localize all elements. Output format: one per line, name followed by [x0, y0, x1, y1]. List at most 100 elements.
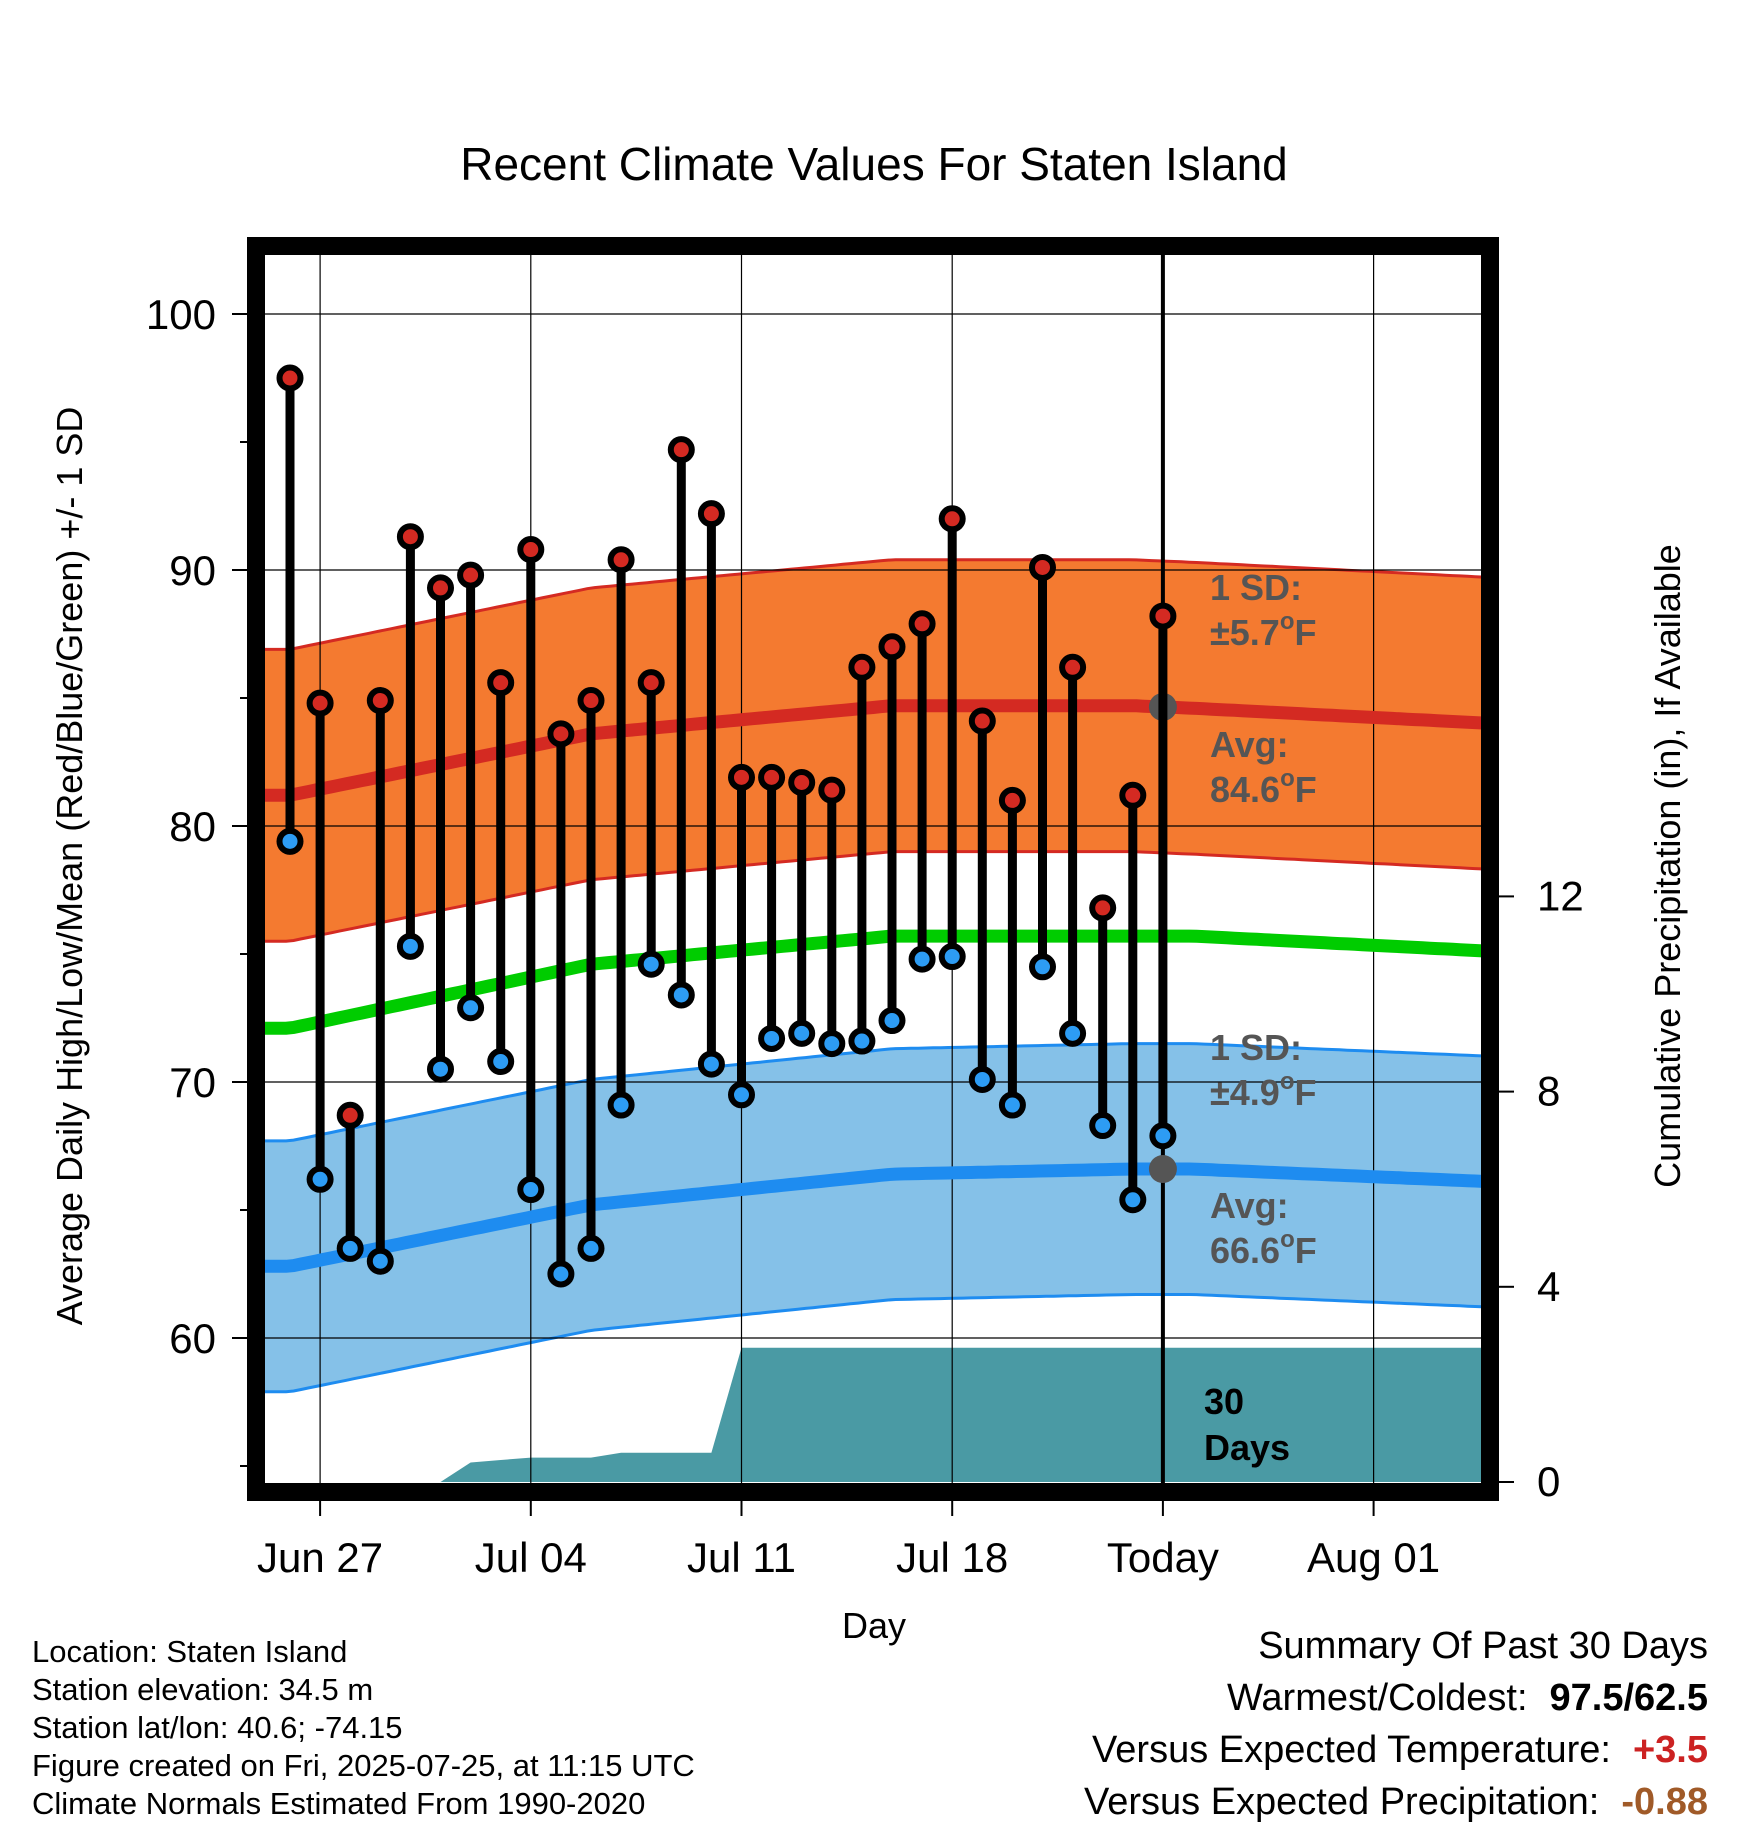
- summary-panel: Summary Of Past 30 Days Warmest/Coldest:…: [1084, 1620, 1708, 1828]
- y2-axis-label: Cumulative Precipitation (in), If Availa…: [1647, 544, 1688, 1188]
- low-point: [577, 1234, 605, 1262]
- high-point: [728, 763, 755, 791]
- info-latlon: Station lat/lon: 40.6; -74.15: [32, 1710, 403, 1745]
- y-tick-label: 80: [169, 803, 216, 850]
- warm-cold-value: 97.5/62.5: [1549, 1677, 1708, 1719]
- info-normals: Climate Normals Estimated From 1990-2020: [32, 1786, 646, 1821]
- low-point: [818, 1030, 846, 1058]
- high-point: [788, 768, 816, 796]
- low-sd-label: 1 SD:: [1210, 1027, 1302, 1068]
- low-point: [968, 1065, 996, 1093]
- low-point: [1059, 1019, 1087, 1047]
- info-location: Location: Staten Island: [32, 1634, 348, 1669]
- high-point: [517, 536, 545, 564]
- y-tick-label: 70: [169, 1059, 216, 1106]
- x-tick-label: Jul 04: [475, 1534, 587, 1581]
- high-point: [607, 546, 635, 574]
- high-avg-label: Avg:: [1210, 724, 1289, 765]
- low-point: [697, 1050, 725, 1078]
- y-tick-label: 60: [169, 1315, 216, 1362]
- high-point: [306, 689, 334, 717]
- temp-value: +3.5: [1632, 1729, 1708, 1771]
- info-elevation: Station elevation: 34.5 m: [32, 1672, 374, 1707]
- low-point: [1119, 1186, 1147, 1214]
- x-tick-label: Today: [1107, 1534, 1219, 1581]
- high-point: [697, 500, 725, 528]
- high-point: [1029, 553, 1056, 581]
- precip-label: Versus Expected Precipitation:: [1083, 1781, 1600, 1823]
- high-point: [758, 763, 786, 791]
- normal-low-line: [256, 1162, 1483, 1273]
- low-point: [366, 1247, 394, 1275]
- low-avg-label: Avg:: [1210, 1185, 1289, 1226]
- low-point: [1089, 1112, 1117, 1140]
- high-point: [637, 669, 665, 697]
- high-point: [276, 364, 304, 392]
- high-point: [1149, 602, 1177, 630]
- temp-label: Versus Expected Temperature:: [1092, 1729, 1611, 1771]
- plot-frame: [247, 237, 1499, 1501]
- y2-tick-label: 8: [1537, 1068, 1560, 1115]
- normal-lines: [256, 246, 1483, 1492]
- high-point: [577, 687, 605, 715]
- low-point: [396, 932, 424, 960]
- high-point: [908, 610, 936, 638]
- normal-mean-line: [256, 929, 1483, 1035]
- low-point: [878, 1007, 906, 1035]
- high-point: [667, 436, 695, 464]
- high-point: [848, 653, 876, 681]
- low-point: [457, 994, 485, 1022]
- high-sd-label: 1 SD:: [1210, 567, 1302, 608]
- low-point: [758, 1024, 786, 1052]
- low-point: [276, 827, 304, 855]
- x-tick-label: Jun 27: [257, 1534, 383, 1581]
- low-point: [306, 1165, 334, 1193]
- station-info: Location: Staten Island Station elevatio…: [32, 1633, 695, 1823]
- low-point: [908, 945, 936, 973]
- low-point: [848, 1027, 876, 1055]
- y-axis-label: Average Daily High/Low/Mean (Red/Blue/Gr…: [49, 407, 90, 1326]
- low-point: [336, 1234, 364, 1262]
- low-point: [517, 1176, 545, 1204]
- high-point: [1119, 781, 1147, 809]
- high-avg-value: 84.6oF: [1210, 765, 1317, 810]
- low-point: [607, 1091, 635, 1119]
- precip-value: -0.88: [1621, 1781, 1708, 1823]
- high-point: [396, 523, 424, 551]
- high-point: [1089, 894, 1117, 922]
- precip-fill: [440, 1347, 1490, 1482]
- low-point: [637, 950, 665, 978]
- observations: [276, 364, 1177, 1288]
- low-point: [938, 943, 966, 971]
- y2-tick-label: 4: [1537, 1263, 1560, 1310]
- high-point: [968, 707, 996, 735]
- normal-high-line: [256, 699, 1483, 802]
- low-point: [728, 1081, 755, 1109]
- x-tick-label: Aug 01: [1307, 1534, 1440, 1581]
- y2-tick-label: 0: [1537, 1458, 1560, 1505]
- info-created: Figure created on Fri, 2025-07-25, at 11…: [32, 1748, 695, 1783]
- y-tick-label: 100: [146, 291, 216, 338]
- low-point: [487, 1048, 515, 1076]
- days-label-1: 30: [1204, 1381, 1244, 1422]
- high-point: [818, 776, 846, 804]
- summary-precip: Versus Expected Precipitation: -0.88: [1084, 1776, 1708, 1828]
- chart-title: Recent Climate Values For Staten Island: [460, 138, 1288, 190]
- x-tick-label: Jul 18: [896, 1534, 1008, 1581]
- y2-tick-label: 12: [1537, 872, 1584, 919]
- high-point: [366, 687, 394, 715]
- low-point: [998, 1091, 1026, 1119]
- y-tick-label: 90: [169, 547, 216, 594]
- summary-temp: Versus Expected Temperature: +3.5: [1084, 1724, 1708, 1776]
- days-label-2: Days: [1204, 1427, 1290, 1468]
- high-point: [878, 633, 906, 661]
- high-point: [487, 669, 515, 697]
- high-point: [427, 574, 454, 602]
- low-point: [427, 1055, 454, 1083]
- low-point: [547, 1260, 575, 1288]
- summary-warm-cold: Warmest/Coldest: 97.5/62.5: [1084, 1672, 1708, 1724]
- low-avg-value: 66.6oF: [1210, 1226, 1317, 1271]
- x-tick-label: Jul 11: [687, 1534, 796, 1581]
- high-sd-value: ±5.7oF: [1210, 608, 1316, 653]
- high-point: [336, 1101, 364, 1129]
